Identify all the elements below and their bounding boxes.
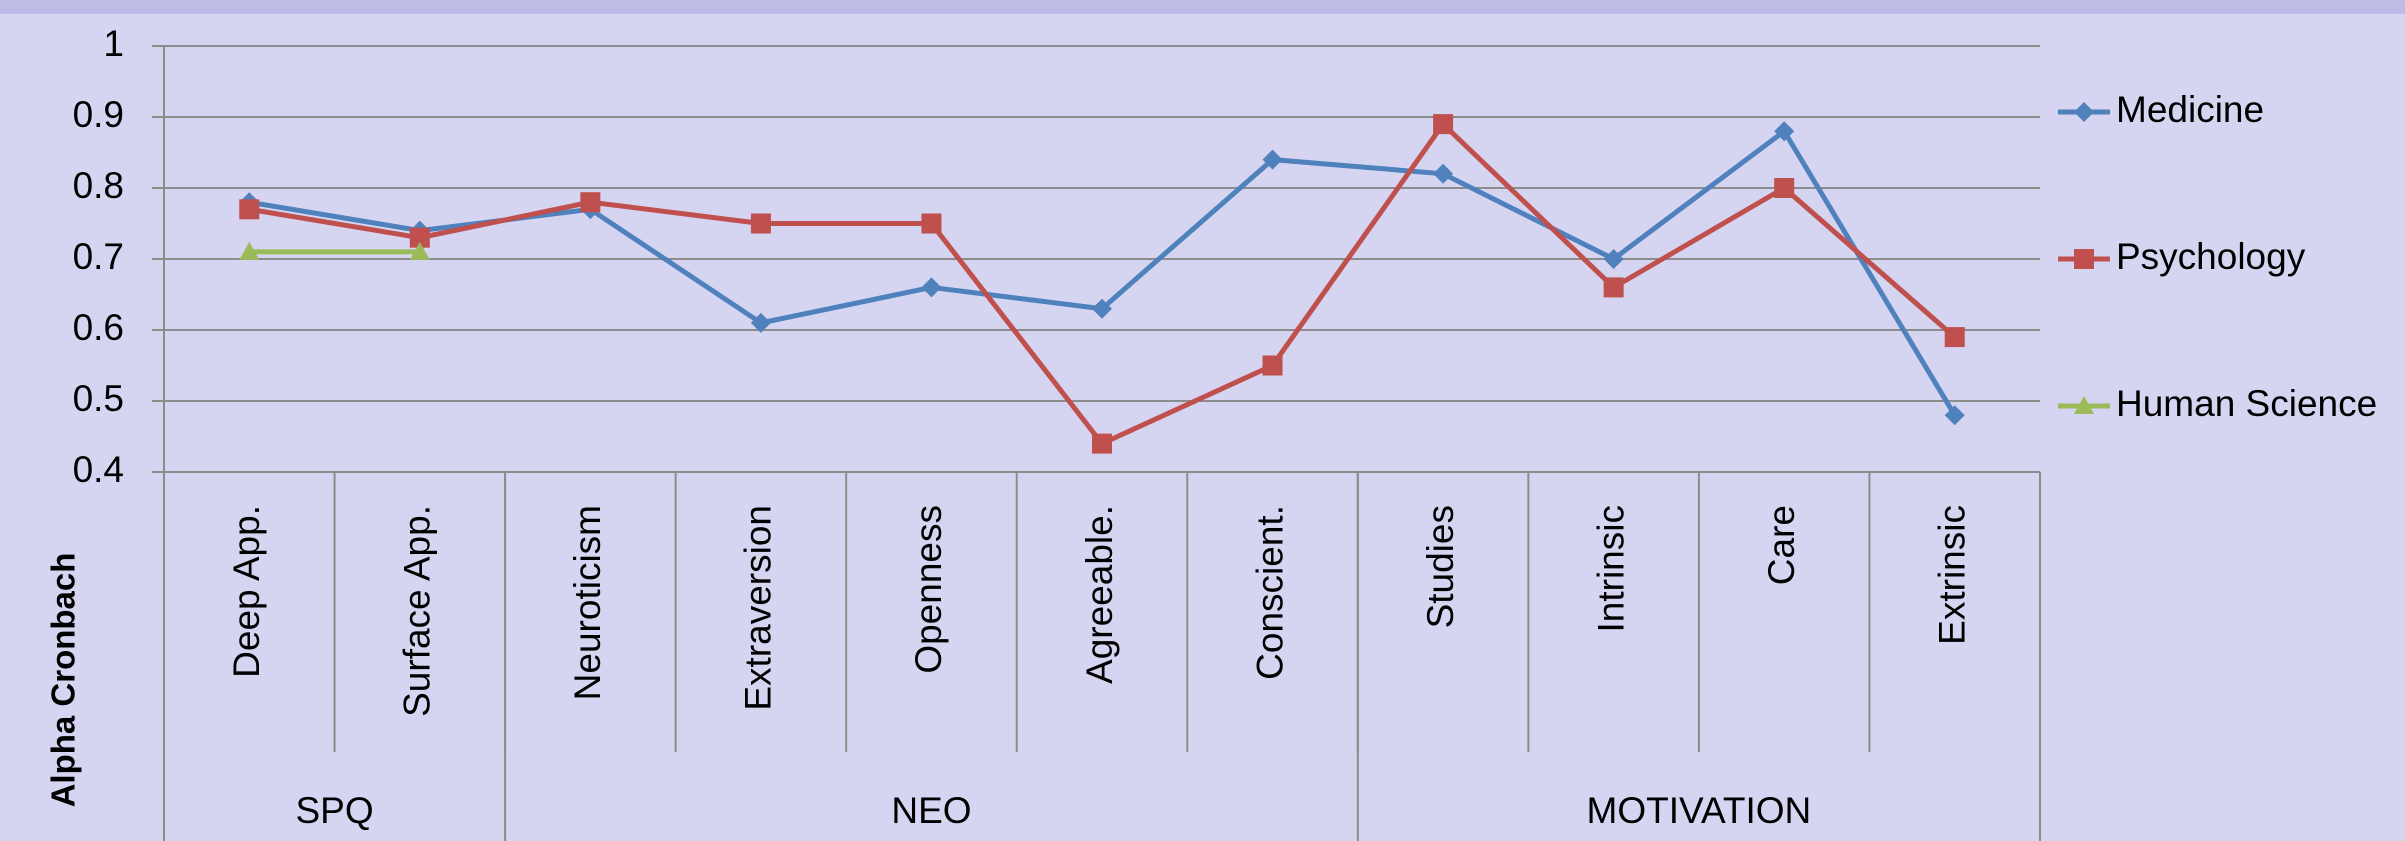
data-point [1774, 178, 1795, 198]
data-point [1092, 298, 1112, 319]
data-point [1774, 121, 1795, 142]
legend-marker [2074, 102, 2094, 122]
data-point [239, 199, 260, 220]
y-tick-label: 0.9 [73, 94, 124, 135]
y-tick-label: 0.4 [73, 449, 124, 490]
x-tick-label: Openness [908, 505, 949, 674]
data-point [921, 277, 942, 298]
legend-label: Psychology [2116, 236, 2306, 277]
data-point [409, 227, 430, 248]
data-point [239, 241, 260, 260]
x-tick-label: Agreeable. [1079, 505, 1120, 684]
data-point [750, 213, 771, 234]
data-point [1433, 163, 1454, 184]
group-label: MOTIVATION [1587, 790, 1812, 831]
data-point [921, 213, 942, 234]
x-tick-label: Studies [1420, 505, 1461, 628]
data-point [1603, 249, 1624, 269]
data-point [580, 192, 601, 213]
x-tick-label: Surface App. [397, 505, 438, 717]
x-tick-label: Extraversion [738, 505, 779, 711]
data-point [1944, 327, 1965, 348]
y-tick-label: 0.5 [73, 378, 124, 419]
x-tick-label: Care [1761, 505, 1802, 585]
x-tick-label: Extrinsic [1932, 505, 1973, 645]
y-tick-label: 1 [103, 23, 124, 64]
data-point [1944, 405, 1965, 426]
data-point [1262, 149, 1283, 170]
group-label: NEO [891, 790, 971, 831]
data-point [409, 241, 430, 260]
group-label: SPQ [295, 790, 373, 831]
data-point [1433, 114, 1454, 135]
data-point [1092, 433, 1112, 454]
y-axis-title: Alpha Cronbach [45, 553, 82, 808]
x-tick-label: Neuroticism [567, 505, 608, 700]
legend-label: Medicine [2116, 89, 2264, 130]
data-point [1603, 277, 1624, 298]
x-tick-label: Intrinsic [1590, 505, 1631, 632]
data-point [1262, 355, 1283, 376]
x-tick-label: Deep App. [226, 505, 267, 678]
y-tick-label: 0.8 [73, 165, 124, 206]
legend-marker [2074, 396, 2094, 414]
legend-label: Human Science [2116, 383, 2377, 424]
x-tick-label: Conscient. [1249, 505, 1290, 680]
top-band [0, 0, 2405, 14]
y-tick-label: 0.7 [73, 236, 124, 277]
legend-marker [2074, 249, 2094, 269]
y-tick-label: 0.6 [73, 307, 124, 348]
data-point [750, 312, 771, 333]
